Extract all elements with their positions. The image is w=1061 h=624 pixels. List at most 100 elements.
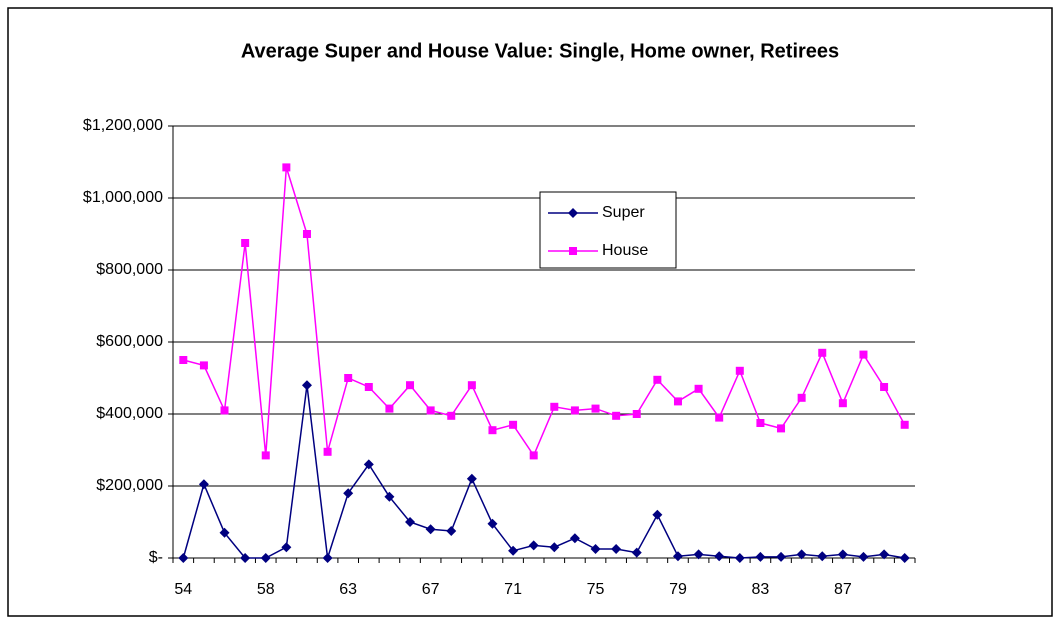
marker: [569, 247, 577, 255]
marker: [859, 350, 868, 359]
marker: [447, 411, 456, 420]
legend-label: House: [602, 242, 648, 259]
marker: [612, 411, 621, 420]
x-tick-label: 75: [587, 581, 605, 598]
marker: [693, 549, 704, 560]
marker: [446, 526, 457, 536]
marker: [817, 551, 828, 562]
legend-label: Super: [602, 204, 645, 221]
series: [178, 380, 910, 563]
marker: [837, 549, 848, 560]
series-line: [183, 167, 906, 457]
y-tick-label: $1,200,000: [83, 117, 163, 134]
marker: [508, 545, 519, 556]
marker: [385, 404, 394, 413]
marker: [426, 406, 435, 415]
marker: [756, 419, 765, 427]
marker: [590, 544, 601, 554]
chart-title: Average Super and House Value: Single, H…: [241, 40, 839, 62]
series: [179, 163, 909, 460]
marker: [240, 553, 251, 563]
marker: [199, 361, 208, 370]
marker: [734, 553, 745, 563]
marker: [611, 544, 622, 554]
marker: [631, 547, 642, 558]
marker: [406, 381, 415, 390]
marker: [900, 420, 909, 429]
marker: [549, 542, 560, 553]
marker: [241, 239, 250, 247]
x-tick-label: 71: [504, 581, 522, 598]
marker: [343, 488, 354, 499]
marker: [632, 410, 641, 418]
marker: [550, 402, 559, 411]
x-tick-label: 79: [669, 581, 687, 598]
marker: [179, 356, 188, 364]
marker: [425, 524, 436, 535]
marker: [818, 348, 827, 357]
marker: [528, 540, 539, 551]
x-tick-label: 63: [339, 581, 357, 598]
marker: [323, 447, 332, 456]
marker: [488, 426, 497, 435]
marker: [405, 517, 416, 527]
y-tick-label: $-: [149, 549, 163, 566]
marker: [879, 549, 890, 560]
marker: [653, 375, 662, 384]
chart-border: [7, 7, 1053, 617]
marker: [302, 230, 311, 238]
marker: [363, 459, 374, 470]
marker: [344, 374, 353, 382]
legend: Super House: [539, 191, 677, 269]
marker: [198, 479, 209, 490]
x-tick-label: 87: [834, 581, 852, 598]
marker: [880, 383, 889, 391]
marker: [260, 553, 271, 563]
x-tick-label: 67: [422, 581, 440, 598]
marker: [322, 553, 333, 563]
marker: [568, 208, 578, 218]
marker: [364, 383, 373, 391]
marker: [529, 451, 538, 460]
marker: [694, 384, 703, 393]
marker: [797, 393, 806, 402]
marker: [509, 420, 518, 429]
marker: [714, 551, 725, 562]
y-tick-label: $200,000: [96, 477, 163, 494]
marker: [776, 551, 787, 562]
y-tick-label: $1,000,000: [83, 189, 163, 206]
marker: [777, 424, 786, 433]
marker: [570, 406, 579, 415]
marker: [282, 163, 291, 172]
marker: [715, 413, 724, 422]
marker: [652, 509, 663, 520]
marker: [755, 551, 766, 562]
marker: [569, 533, 580, 544]
marker: [178, 553, 189, 563]
marker: [281, 542, 292, 553]
x-tick-label: 58: [257, 581, 275, 598]
marker: [301, 380, 312, 391]
legend-box: [539, 191, 677, 269]
marker: [487, 518, 498, 529]
marker: [673, 397, 682, 406]
marker: [735, 366, 744, 375]
y-tick-label: $600,000: [96, 333, 163, 350]
marker: [672, 551, 683, 562]
marker: [591, 404, 600, 413]
marker: [467, 381, 476, 390]
y-tick-label: $800,000: [96, 261, 163, 278]
marker: [858, 551, 869, 562]
marker: [796, 549, 807, 560]
marker: [220, 406, 229, 415]
marker: [838, 399, 847, 408]
x-tick-label: 83: [752, 581, 770, 598]
marker: [384, 491, 395, 502]
y-tick-label: $400,000: [96, 405, 163, 422]
marker: [899, 553, 910, 563]
marker: [261, 451, 270, 460]
marker: [466, 473, 477, 484]
x-tick-label: 54: [174, 581, 192, 598]
